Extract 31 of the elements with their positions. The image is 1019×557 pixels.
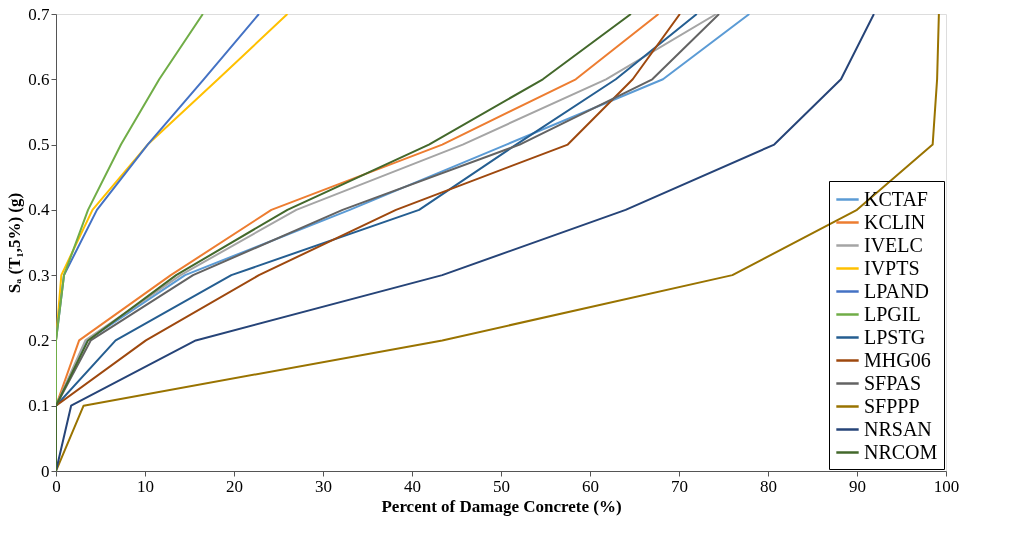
legend-label: NRCOM: [864, 440, 938, 463]
y-tick-label: 0.4: [28, 200, 50, 220]
x-tick-label: 10: [137, 476, 154, 496]
x-tick-label: 80: [760, 476, 777, 496]
legend-label: LPAND: [864, 279, 929, 302]
legend-label: KCLIN: [864, 210, 926, 233]
legend-label: MHG06: [864, 348, 931, 371]
legend-label: NRSAN: [864, 417, 932, 440]
x-tick-label: 70: [671, 476, 688, 496]
x-tick-label: 90: [849, 476, 866, 496]
y-tick-label: 0.5: [28, 135, 50, 155]
legend-label: IVPTS: [864, 256, 920, 279]
y-tick-label: 0: [41, 461, 50, 481]
x-tick-label: 100: [933, 476, 960, 496]
x-tick-label: 20: [226, 476, 243, 496]
legend-label: SFPPP: [864, 394, 920, 417]
legend-label: LPSTG: [864, 325, 926, 348]
x-tick-label: 60: [582, 476, 599, 496]
y-tick-label: 0.3: [28, 265, 50, 285]
x-tick-label: 30: [315, 476, 332, 496]
legend-label: LPGIL: [864, 302, 921, 325]
y-tick-label: 0.1: [28, 396, 50, 416]
y-tick-label: 0.7: [28, 4, 50, 24]
y-tick-label: 0.6: [28, 69, 50, 89]
x-axis-title: Percent of Damage Concrete (%): [381, 496, 622, 516]
y-tick-label: 0.2: [28, 330, 50, 350]
y-axis-title: Sₐ (T₁,5%) (g): [5, 192, 25, 294]
x-tick-label: 50: [493, 476, 510, 496]
x-tick-label: 40: [404, 476, 421, 496]
legend-label: IVELC: [864, 233, 923, 256]
legend-label: SFPAS: [864, 371, 922, 394]
